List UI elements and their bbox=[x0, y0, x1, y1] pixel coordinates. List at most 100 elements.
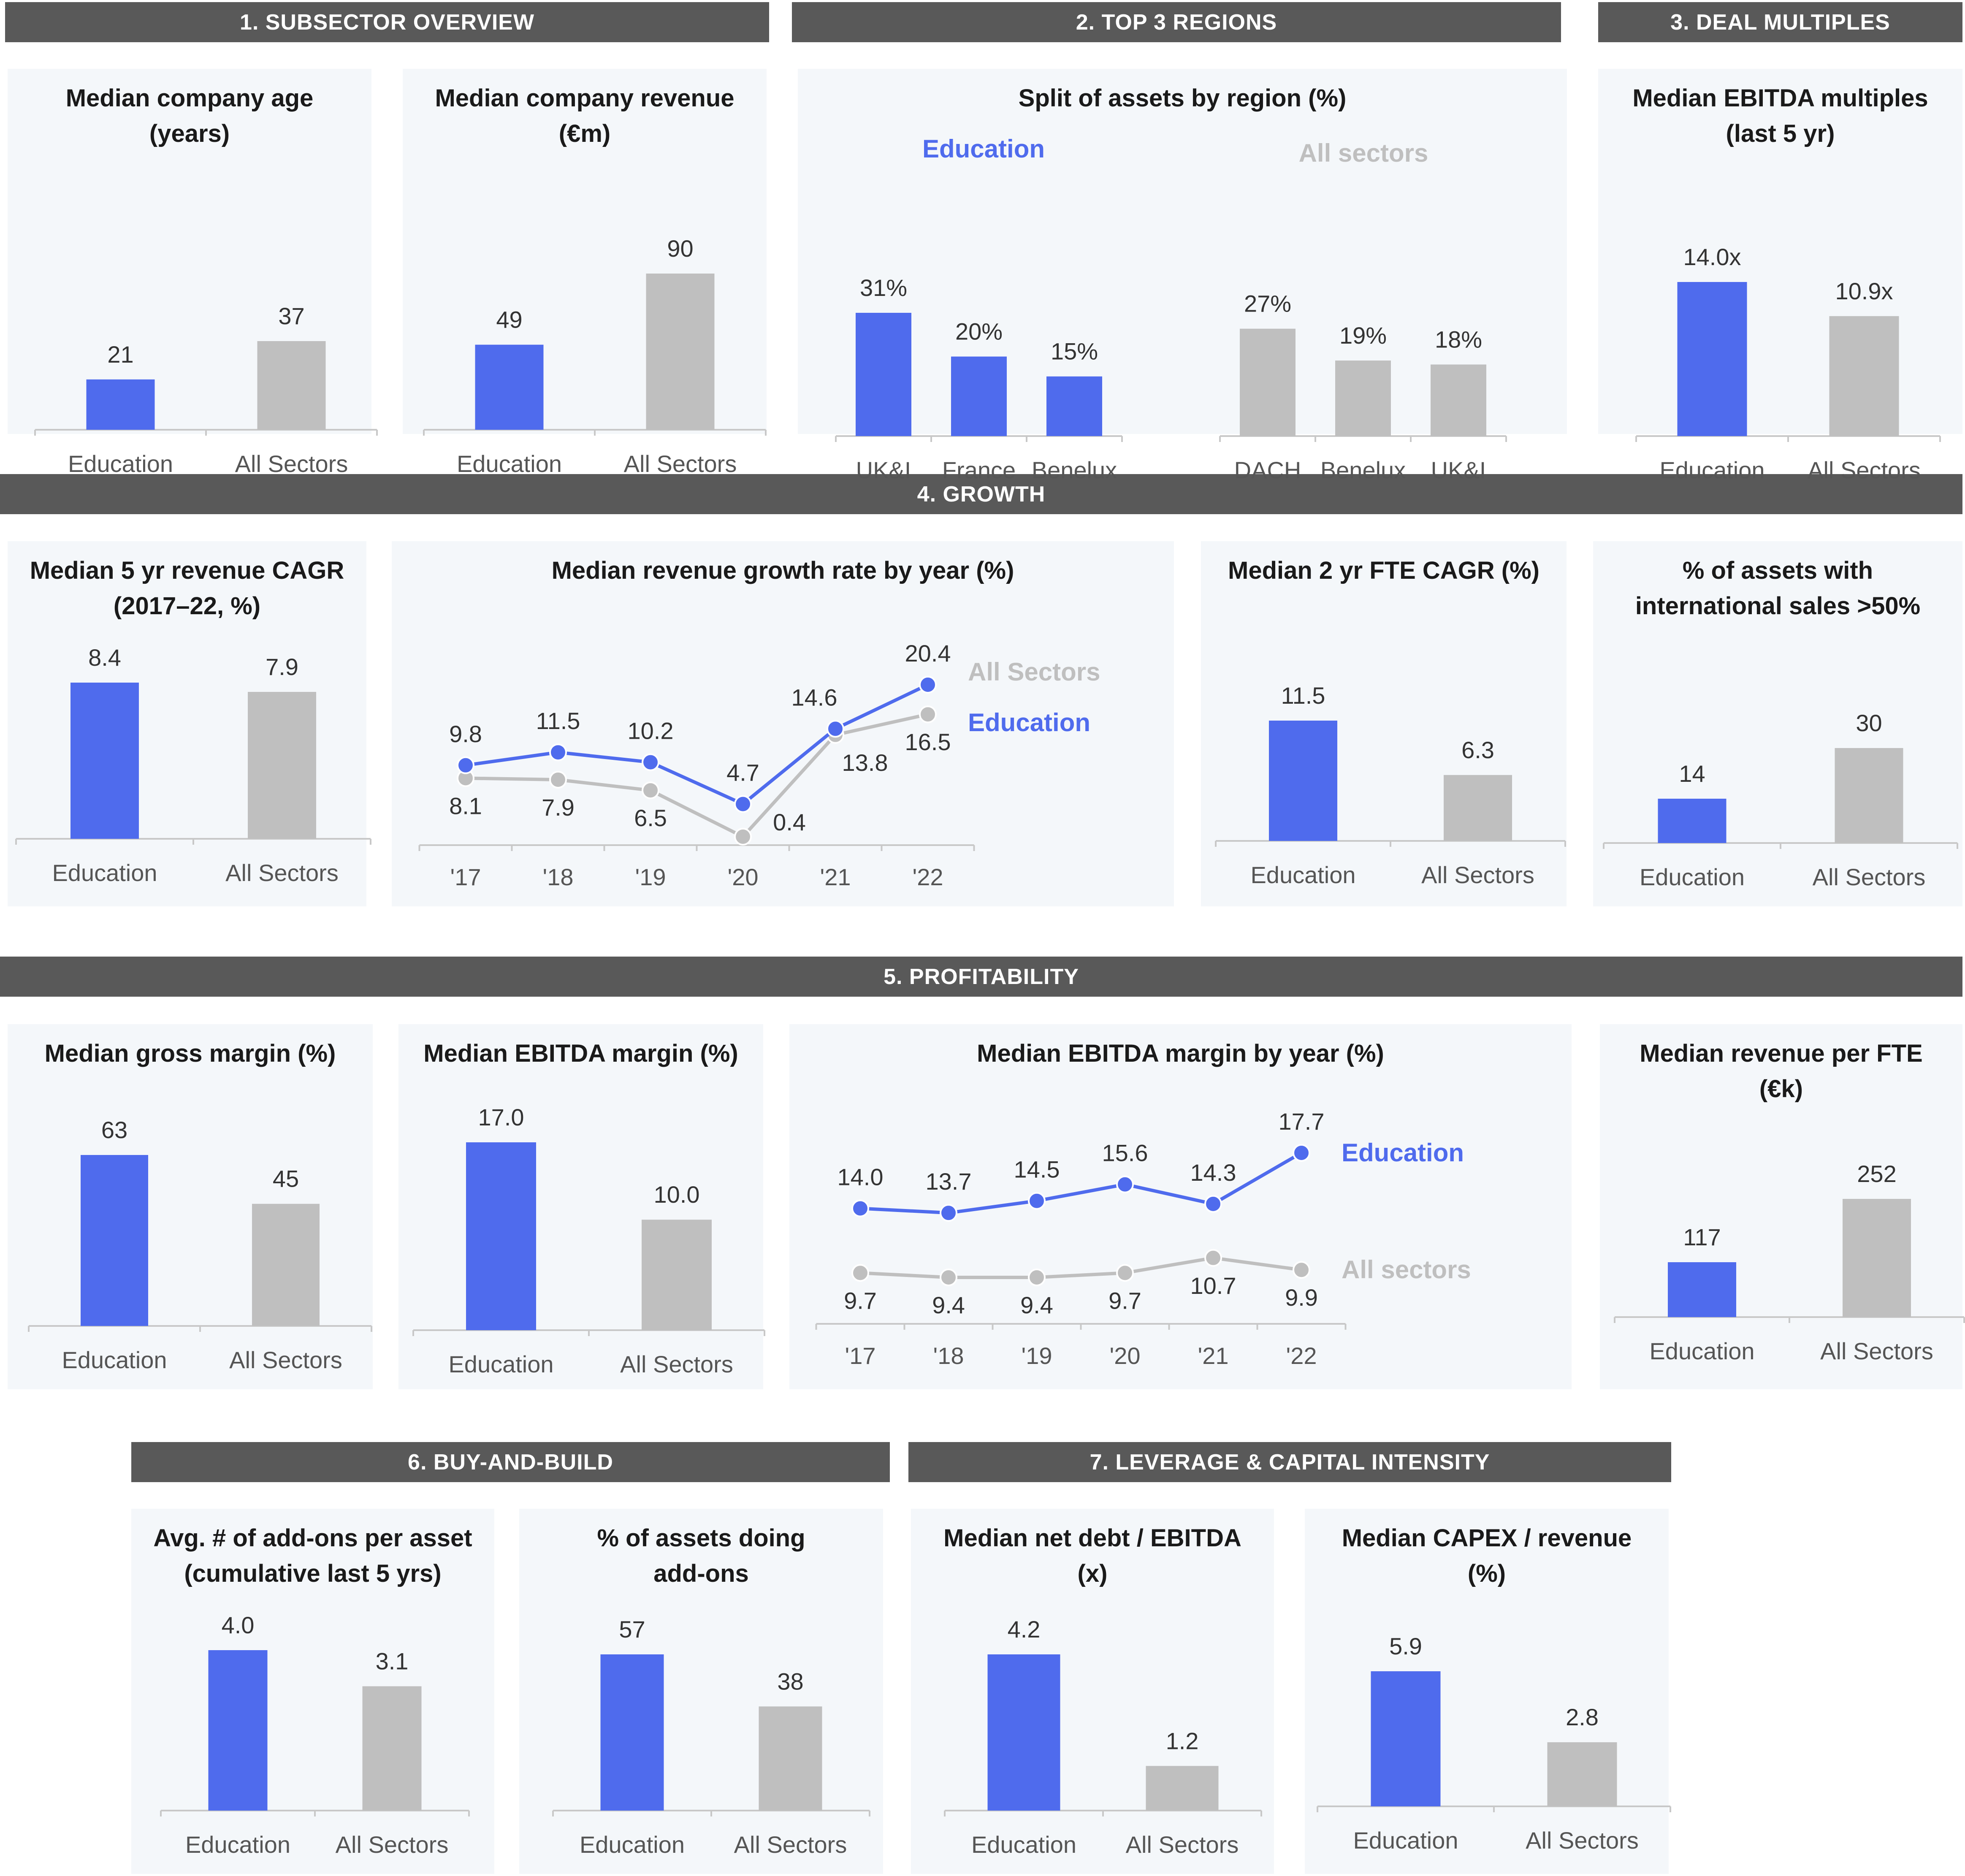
chart-panel-c6: Median revenue growth rate by year (%) '1… bbox=[392, 541, 1174, 906]
bar-all-sectors bbox=[1843, 1199, 1911, 1317]
x-tick-label-education: Education bbox=[1649, 1338, 1754, 1364]
x-tick-label-18: '18 bbox=[933, 1342, 964, 1369]
point-education-5 bbox=[919, 676, 937, 694]
x-tick-label-all-sectors: All Sectors bbox=[229, 1347, 342, 1373]
x-tick-label-all-sectors: All Sectors bbox=[1526, 1827, 1639, 1854]
chart-panel-c5: Median 5 yr revenue CAGR (2017–22, %) 8.4… bbox=[8, 541, 371, 906]
bar-all-sectors bbox=[759, 1706, 822, 1811]
x-tick-label-19: '19 bbox=[635, 864, 666, 890]
data-label-benelux: 19% bbox=[1339, 322, 1387, 349]
x-tick-label-all-sectors: All Sectors bbox=[1808, 457, 1921, 483]
chart-title: Median revenue per FTE (€k) bbox=[1640, 1040, 1923, 1103]
series-line-education bbox=[860, 1151, 1303, 1215]
x-tick-label-education: Education bbox=[1640, 864, 1745, 890]
data-label-all-sectors-3: 9.7 bbox=[1109, 1287, 1141, 1314]
bar-education bbox=[1371, 1671, 1441, 1806]
data-label-all-sectors: 2.8 bbox=[1566, 1704, 1599, 1730]
chart-panel-c15: Median net debt / EBITDA (x) 4.2 Education… bbox=[911, 1509, 1274, 1874]
chart-plot: 11.5 Education 6.3 All Sectors bbox=[1215, 682, 1566, 888]
data-label-education: 49 bbox=[496, 306, 522, 333]
series-line-all-sectors bbox=[860, 1256, 1302, 1279]
point-education-2 bbox=[642, 753, 659, 771]
data-label-benelux: 15% bbox=[1051, 338, 1098, 365]
chart-panel-c12: Median revenue per FTE (€k) 117 Education 2… bbox=[1600, 1024, 1965, 1389]
chart-panel-c11: Median EBITDA margin by year (%) '17'18'1… bbox=[789, 1024, 1572, 1389]
data-label-all-sectors-0: 8.1 bbox=[449, 792, 482, 819]
chart-plot: 4.2 Education 1.2 All Sectors bbox=[944, 1616, 1262, 1858]
data-label-education-4: 14.6 bbox=[791, 684, 837, 710]
x-tick-label-19: '19 bbox=[1022, 1342, 1052, 1369]
chart-title: % of assets doing add-ons bbox=[597, 1524, 805, 1587]
point-education-1 bbox=[549, 743, 567, 762]
section-header-label: 3. DEAL MULTIPLES bbox=[1670, 10, 1890, 35]
chart-panel-c3: Split of assets by region (%) Education 31… bbox=[798, 69, 1567, 483]
series-line-all-sectors bbox=[465, 713, 928, 839]
point-all-sectors-5 bbox=[919, 705, 937, 724]
chart-panel-c1: Median company age (years) 21 Education 37 A… bbox=[8, 69, 378, 477]
chart-panel-c16: Median CAPEX / revenue (%) 5.9 Education 2.… bbox=[1305, 1509, 1671, 1874]
point-education-1 bbox=[940, 1204, 957, 1222]
series-legend-education: Education bbox=[1342, 1139, 1464, 1167]
chart-title: Avg. # of add-ons per asset (cumulative … bbox=[153, 1524, 472, 1587]
section-header-buy-and-build: 6. BUY-AND-BUILD bbox=[131, 1442, 890, 1482]
data-label-all-sectors-5: 16.5 bbox=[905, 729, 951, 755]
point-education-3 bbox=[734, 795, 752, 813]
data-label-all-sectors: 38 bbox=[777, 1668, 803, 1694]
point-education-3 bbox=[1116, 1175, 1134, 1193]
x-tick-label-france: France bbox=[942, 457, 1016, 483]
chart-title: Median 2 yr FTE CAGR (%) bbox=[1228, 557, 1539, 584]
data-label-all-sectors: 6.3 bbox=[1461, 737, 1494, 763]
data-label-education-3: 4.7 bbox=[726, 759, 759, 786]
data-label-education-0: 14.0 bbox=[837, 1164, 884, 1190]
chart-plot: 117 Education 252 All Sectors bbox=[1614, 1160, 1965, 1364]
bar-education bbox=[81, 1155, 148, 1326]
x-tick-label-education: Education bbox=[185, 1831, 290, 1858]
data-label-all-sectors: 10.9x bbox=[1835, 278, 1893, 304]
chart-plot: '17 '18 '19 '20 '21 '22 9.8 11.5 10.2 4.7 14.6 20.4… bbox=[418, 640, 1100, 890]
point-all-sectors-3 bbox=[1116, 1264, 1134, 1282]
x-tick-label-21: '21 bbox=[1198, 1342, 1229, 1369]
data-label-all-sectors-4: 13.8 bbox=[842, 749, 888, 776]
chart-panel-c4: Median EBITDA multiples (last 5 yr) 14.0x… bbox=[1598, 69, 1962, 483]
data-label-all-sectors-1: 9.4 bbox=[932, 1292, 965, 1318]
x-tick-label-all-sectors: All Sectors bbox=[336, 1831, 449, 1858]
x-tick-label-benelux: Benelux bbox=[1320, 457, 1406, 483]
point-education-0 bbox=[457, 756, 474, 774]
bar-education-uk-i bbox=[856, 313, 911, 436]
point-all-sectors-2 bbox=[642, 781, 659, 800]
data-label-education-5: 20.4 bbox=[905, 640, 951, 667]
bar-education bbox=[987, 1654, 1060, 1811]
group-label-all-sectors: All sectors bbox=[1299, 139, 1428, 167]
x-tick-label-all-sectors: All Sectors bbox=[1421, 862, 1534, 888]
data-label-dach: 27% bbox=[1244, 290, 1291, 317]
data-label-education: 11.5 bbox=[1281, 682, 1325, 709]
bar-all-sectors bbox=[642, 1220, 712, 1330]
point-education-4 bbox=[827, 720, 844, 738]
point-all-sectors-4 bbox=[1204, 1249, 1222, 1267]
data-label-all-sectors: 3.1 bbox=[376, 1648, 409, 1675]
data-label-uk-i: 18% bbox=[1435, 326, 1482, 352]
chart-plot: 17.0 Education 10.0 All Sectors bbox=[412, 1104, 765, 1377]
data-label-all-sectors: 45 bbox=[273, 1166, 299, 1192]
data-label-education-5: 17.7 bbox=[1279, 1108, 1325, 1135]
x-tick-label-dach: DACH bbox=[1234, 457, 1301, 483]
bar-education bbox=[466, 1142, 536, 1330]
bar-all-sectors-dach bbox=[1240, 328, 1296, 436]
chart-title: Median EBITDA margin by year (%) bbox=[977, 1040, 1384, 1067]
series-legend-all-sectors: All Sectors bbox=[968, 658, 1100, 686]
x-tick-label-all-sectors: All Sectors bbox=[1820, 1338, 1933, 1364]
x-tick-label-22: '22 bbox=[913, 864, 943, 890]
data-label-education-2: 14.5 bbox=[1014, 1156, 1060, 1183]
data-label-all-sectors: 37 bbox=[278, 303, 304, 329]
data-label-education-3: 15.6 bbox=[1102, 1140, 1148, 1166]
x-tick-label-education: Education bbox=[1659, 457, 1764, 483]
point-education-2 bbox=[1028, 1192, 1046, 1210]
data-label-all-sectors-2: 9.4 bbox=[1020, 1292, 1053, 1318]
bar-all-sectors bbox=[1547, 1742, 1617, 1806]
x-tick-label-20: '20 bbox=[1110, 1342, 1141, 1369]
bar-all-sectors bbox=[1835, 748, 1903, 843]
data-label-education-1: 11.5 bbox=[536, 708, 580, 734]
x-tick-label-education: Education bbox=[52, 859, 157, 886]
section-header-subsector-overview: 1. SUBSECTOR OVERVIEW bbox=[5, 2, 769, 42]
data-label-uk-i: 31% bbox=[860, 274, 907, 301]
